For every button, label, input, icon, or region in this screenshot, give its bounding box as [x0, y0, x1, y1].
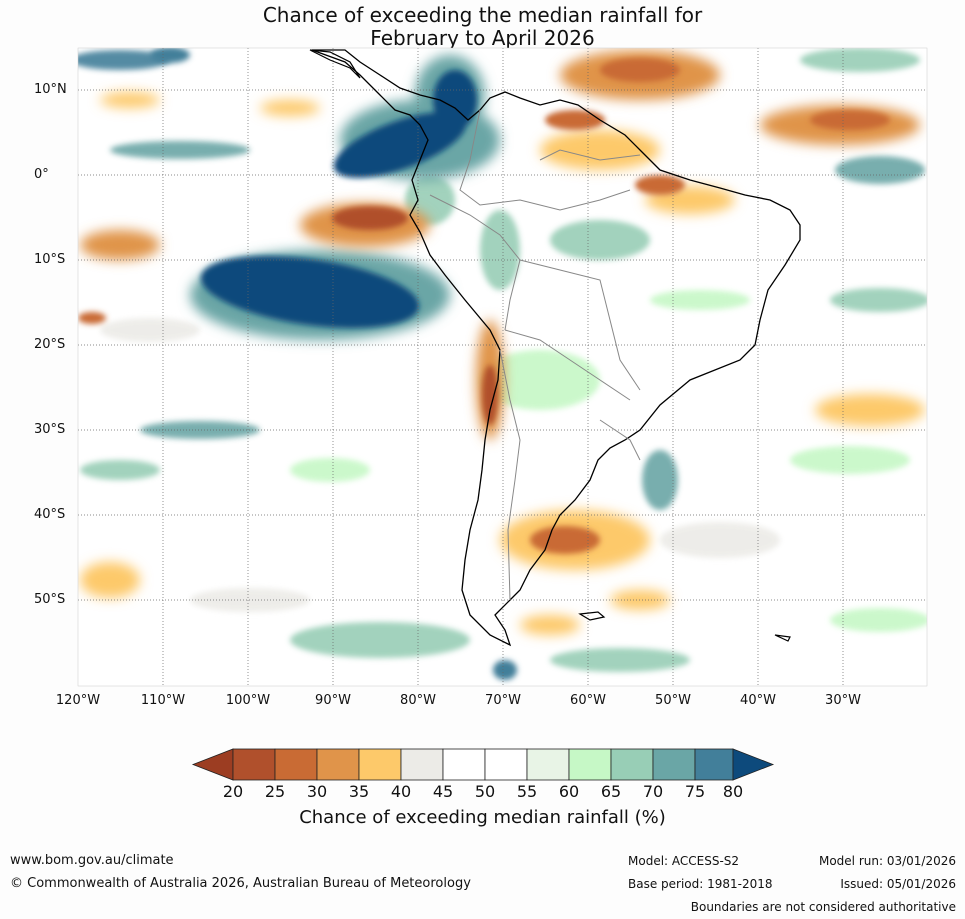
colorbar-high-arrow — [732, 748, 775, 781]
colorbar-tick: 55 — [516, 782, 538, 801]
lat-label: 40°S — [34, 507, 66, 522]
colorbar-tick: 75 — [684, 782, 706, 801]
colorbar-swatch — [274, 748, 318, 781]
colorbar-low-arrow — [191, 748, 234, 781]
title-line-2: February to April 2026 — [370, 26, 595, 50]
graticule — [78, 48, 927, 686]
colorbar-swatch — [652, 748, 696, 781]
colorbar-swatch — [526, 748, 570, 781]
lat-label: 0° — [34, 167, 49, 182]
colorbar — [191, 748, 775, 781]
colorbar-swatch — [484, 748, 528, 781]
colorbar-tick: 45 — [432, 782, 454, 801]
colorbar-swatch — [232, 748, 276, 781]
colorbar-tick: 20 — [222, 782, 244, 801]
lat-label: 10°N — [34, 82, 67, 97]
model-text: Model: ACCESS-S2 — [628, 854, 740, 868]
base-period-text: Base period: 1981-2018 — [628, 877, 773, 891]
rainfall-map — [77, 47, 928, 687]
country-borders — [429, 109, 641, 601]
lon-label: 100°W — [225, 693, 271, 708]
model-run-text: Model run: 03/01/2026 — [818, 854, 956, 868]
issued-text: Issued: 05/01/2026 — [840, 877, 956, 891]
website-link[interactable]: www.bom.gov.au/climate — [10, 853, 174, 868]
colorbar-tick: 30 — [306, 782, 328, 801]
lat-label: 20°S — [34, 337, 66, 352]
colorbar-swatch — [316, 748, 360, 781]
disclaimer-text: Boundaries are not considered authoritat… — [690, 900, 956, 914]
colorbar-tick: 70 — [642, 782, 664, 801]
lon-label: 40°W — [740, 693, 776, 708]
colorbar-swatch — [400, 748, 444, 781]
colorbar-tick: 80 — [722, 782, 744, 801]
anomaly-field — [78, 48, 927, 686]
colorbar-tick: 50 — [474, 782, 496, 801]
south-america-coastline — [311, 49, 801, 647]
lon-label: 80°W — [400, 693, 436, 708]
lon-label: 60°W — [570, 693, 606, 708]
colorbar-tick: 65 — [600, 782, 622, 801]
colorbar-swatch — [568, 748, 612, 781]
colorbar-label: Chance of exceeding median rainfall (%) — [299, 807, 666, 828]
lon-label: 90°W — [315, 693, 351, 708]
map-title: Chance of exceeding the median rainfall … — [0, 4, 965, 50]
lon-label: 30°W — [825, 693, 861, 708]
colorbar-tick: 60 — [558, 782, 580, 801]
map-panel — [77, 47, 928, 687]
colorbar-tick: 25 — [264, 782, 286, 801]
colorbar-tick: 35 — [348, 782, 370, 801]
lon-label: 50°W — [655, 693, 691, 708]
colorbar-swatch — [610, 748, 654, 781]
falkland-islands — [578, 611, 606, 621]
colorbar-swatch — [358, 748, 402, 781]
colorbar-swatch — [442, 748, 486, 781]
lat-label: 30°S — [34, 422, 66, 437]
lat-label: 50°S — [34, 592, 66, 607]
lon-label: 120°W — [55, 693, 101, 708]
colorbar-swatch — [694, 748, 734, 781]
title-line-1: Chance of exceeding the median rainfall … — [262, 3, 703, 27]
lat-label: 10°S — [34, 252, 66, 267]
colorbar-tick: 40 — [390, 782, 412, 801]
copyright-text: © Commonwealth of Australia 2026, Austra… — [10, 876, 471, 891]
lon-label: 70°W — [485, 693, 521, 708]
lon-label: 110°W — [140, 693, 186, 708]
